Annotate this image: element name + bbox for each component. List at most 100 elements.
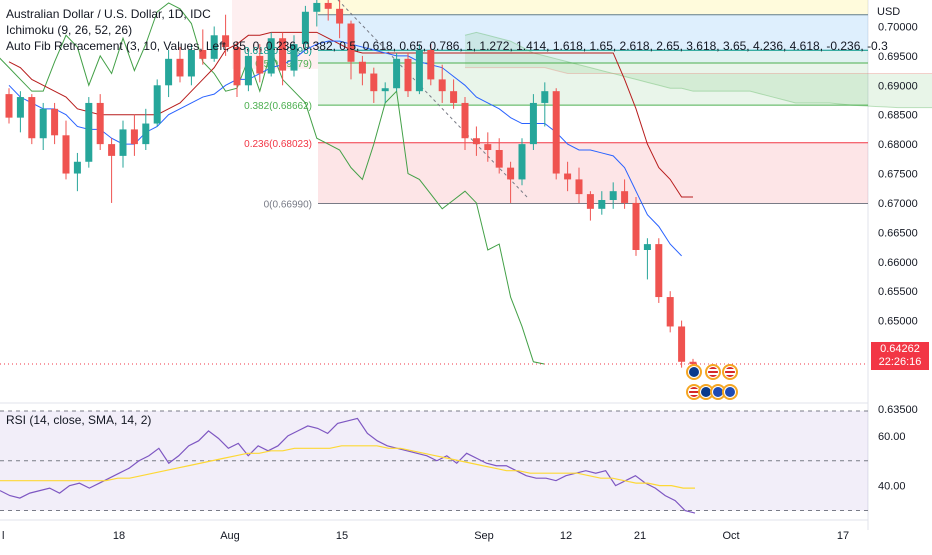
candle-body: [96, 102, 104, 145]
candle-body: [256, 55, 264, 74]
candle-body: [393, 58, 401, 89]
candle-body: [85, 102, 93, 162]
candle-body: [5, 94, 13, 118]
candle-body: [507, 167, 515, 180]
fib-zone: [318, 142, 868, 204]
us-flag-icon[interactable]: [722, 364, 738, 380]
candle-body: [358, 61, 366, 74]
candle-body: [39, 108, 47, 139]
us-flag-icon[interactable]: [705, 364, 721, 380]
price-tick-label: 0.66000: [878, 257, 918, 269]
symbol-title[interactable]: Australian Dollar / U.S. Dollar, 1D, IDC: [6, 7, 211, 21]
price-tick-label: 0.65000: [878, 316, 918, 328]
candle-body: [450, 91, 458, 103]
candle-body: [130, 129, 138, 145]
time-tick-label: 12: [560, 530, 572, 542]
candle-body: [655, 244, 663, 298]
fib-zone: [318, 105, 868, 143]
price-tick-label: 0.67500: [878, 169, 918, 181]
price-tick-label: 0.63500: [878, 404, 918, 416]
candle-body: [165, 58, 173, 86]
candle-body: [518, 144, 526, 180]
au-flag-icon[interactable]: [686, 364, 702, 380]
ichimoku-span-a: [464, 31, 932, 109]
candle-body: [666, 297, 674, 327]
candle-body: [279, 38, 287, 71]
candle-body: [598, 200, 606, 209]
last-price-value: 0.64262: [880, 343, 920, 355]
candle-body: [347, 23, 355, 62]
ichimoku-span-b: [465, 67, 932, 75]
candle-body: [233, 47, 241, 86]
candle-body: [119, 129, 127, 156]
ichimoku-cloud: [465, 32, 932, 108]
currency-label: USD: [877, 6, 901, 18]
candle-body: [176, 58, 184, 77]
candle-body: [16, 97, 24, 118]
eu-flag-icon[interactable]: [722, 384, 738, 400]
fib-level-label: 0(0.66990): [264, 200, 312, 211]
time-tick-label: l: [2, 530, 4, 542]
candle-body: [643, 244, 651, 250]
rsi-tick-label: 40.00: [878, 481, 906, 493]
candle-body: [222, 35, 230, 48]
candle-body: [336, 8, 344, 24]
candle-body: [689, 361, 697, 365]
time-tick-label: 18: [113, 530, 125, 542]
rsi-line: [0, 417, 696, 514]
rsi-legend[interactable]: RSI (14, close, SMA, 14, 2): [6, 413, 152, 427]
candle-body: [324, 2, 332, 9]
price-tick-label: 0.66500: [878, 227, 918, 239]
candle-body: [552, 91, 560, 174]
candle-body: [586, 194, 594, 209]
fib-zone: [318, 14, 868, 51]
candle-body: [564, 173, 572, 180]
candle-body: [415, 50, 423, 92]
candle-body: [370, 73, 378, 92]
candle-body: [461, 102, 469, 139]
candle-body: [621, 191, 629, 203]
economic-events[interactable]: [684, 362, 742, 402]
time-tick-label: 15: [336, 530, 348, 542]
candle-body: [678, 326, 686, 362]
candle-body: [267, 38, 275, 74]
candle-body: [529, 102, 537, 145]
candle-body: [438, 79, 446, 92]
candle-body: [199, 50, 207, 59]
candle-body: [472, 138, 480, 145]
rsi-tick-label: 60.00: [878, 431, 906, 443]
price-tick-label: 0.68000: [878, 139, 918, 151]
price-tick-label: 0.68500: [878, 110, 918, 122]
candle-body: [427, 50, 435, 80]
candle-body: [142, 123, 150, 145]
time-tick-label: Sep: [474, 530, 494, 542]
legend: Australian Dollar / U.S. Dollar, 1D, IDC…: [6, 6, 888, 54]
candle-body: [313, 2, 321, 12]
price-tick-label: 0.69000: [878, 80, 918, 92]
fib-legend[interactable]: Auto Fib Retracement (3, 10, Values, Lef…: [6, 39, 888, 53]
candle-body: [301, 11, 309, 45]
time-tick-label: 17: [837, 530, 849, 542]
time-tick-label: Oct: [722, 530, 739, 542]
candle-body: [495, 150, 503, 168]
candle-body: [187, 50, 195, 77]
candle-body: [632, 202, 640, 250]
candle-body: [108, 144, 116, 156]
candle-body: [541, 91, 549, 103]
candle-body: [290, 44, 298, 71]
bar-countdown: 22:26:16: [878, 356, 922, 368]
time-tick-label: Aug: [220, 530, 240, 542]
candle-body: [210, 35, 218, 59]
candle-body: [381, 88, 389, 92]
fib-level-label: 0.618(0.69596): [244, 46, 312, 57]
price-tick-label: 0.69500: [878, 51, 918, 63]
ichimoku-legend[interactable]: Ichimoku (9, 26, 52, 26): [6, 23, 133, 37]
candle-body: [404, 58, 412, 92]
candle-body: [484, 144, 492, 150]
candle-body: [51, 108, 59, 136]
fib-level-label: 0.382(0.68662): [244, 101, 312, 112]
fib-zone: [318, 0, 868, 15]
candle-body: [244, 55, 252, 86]
